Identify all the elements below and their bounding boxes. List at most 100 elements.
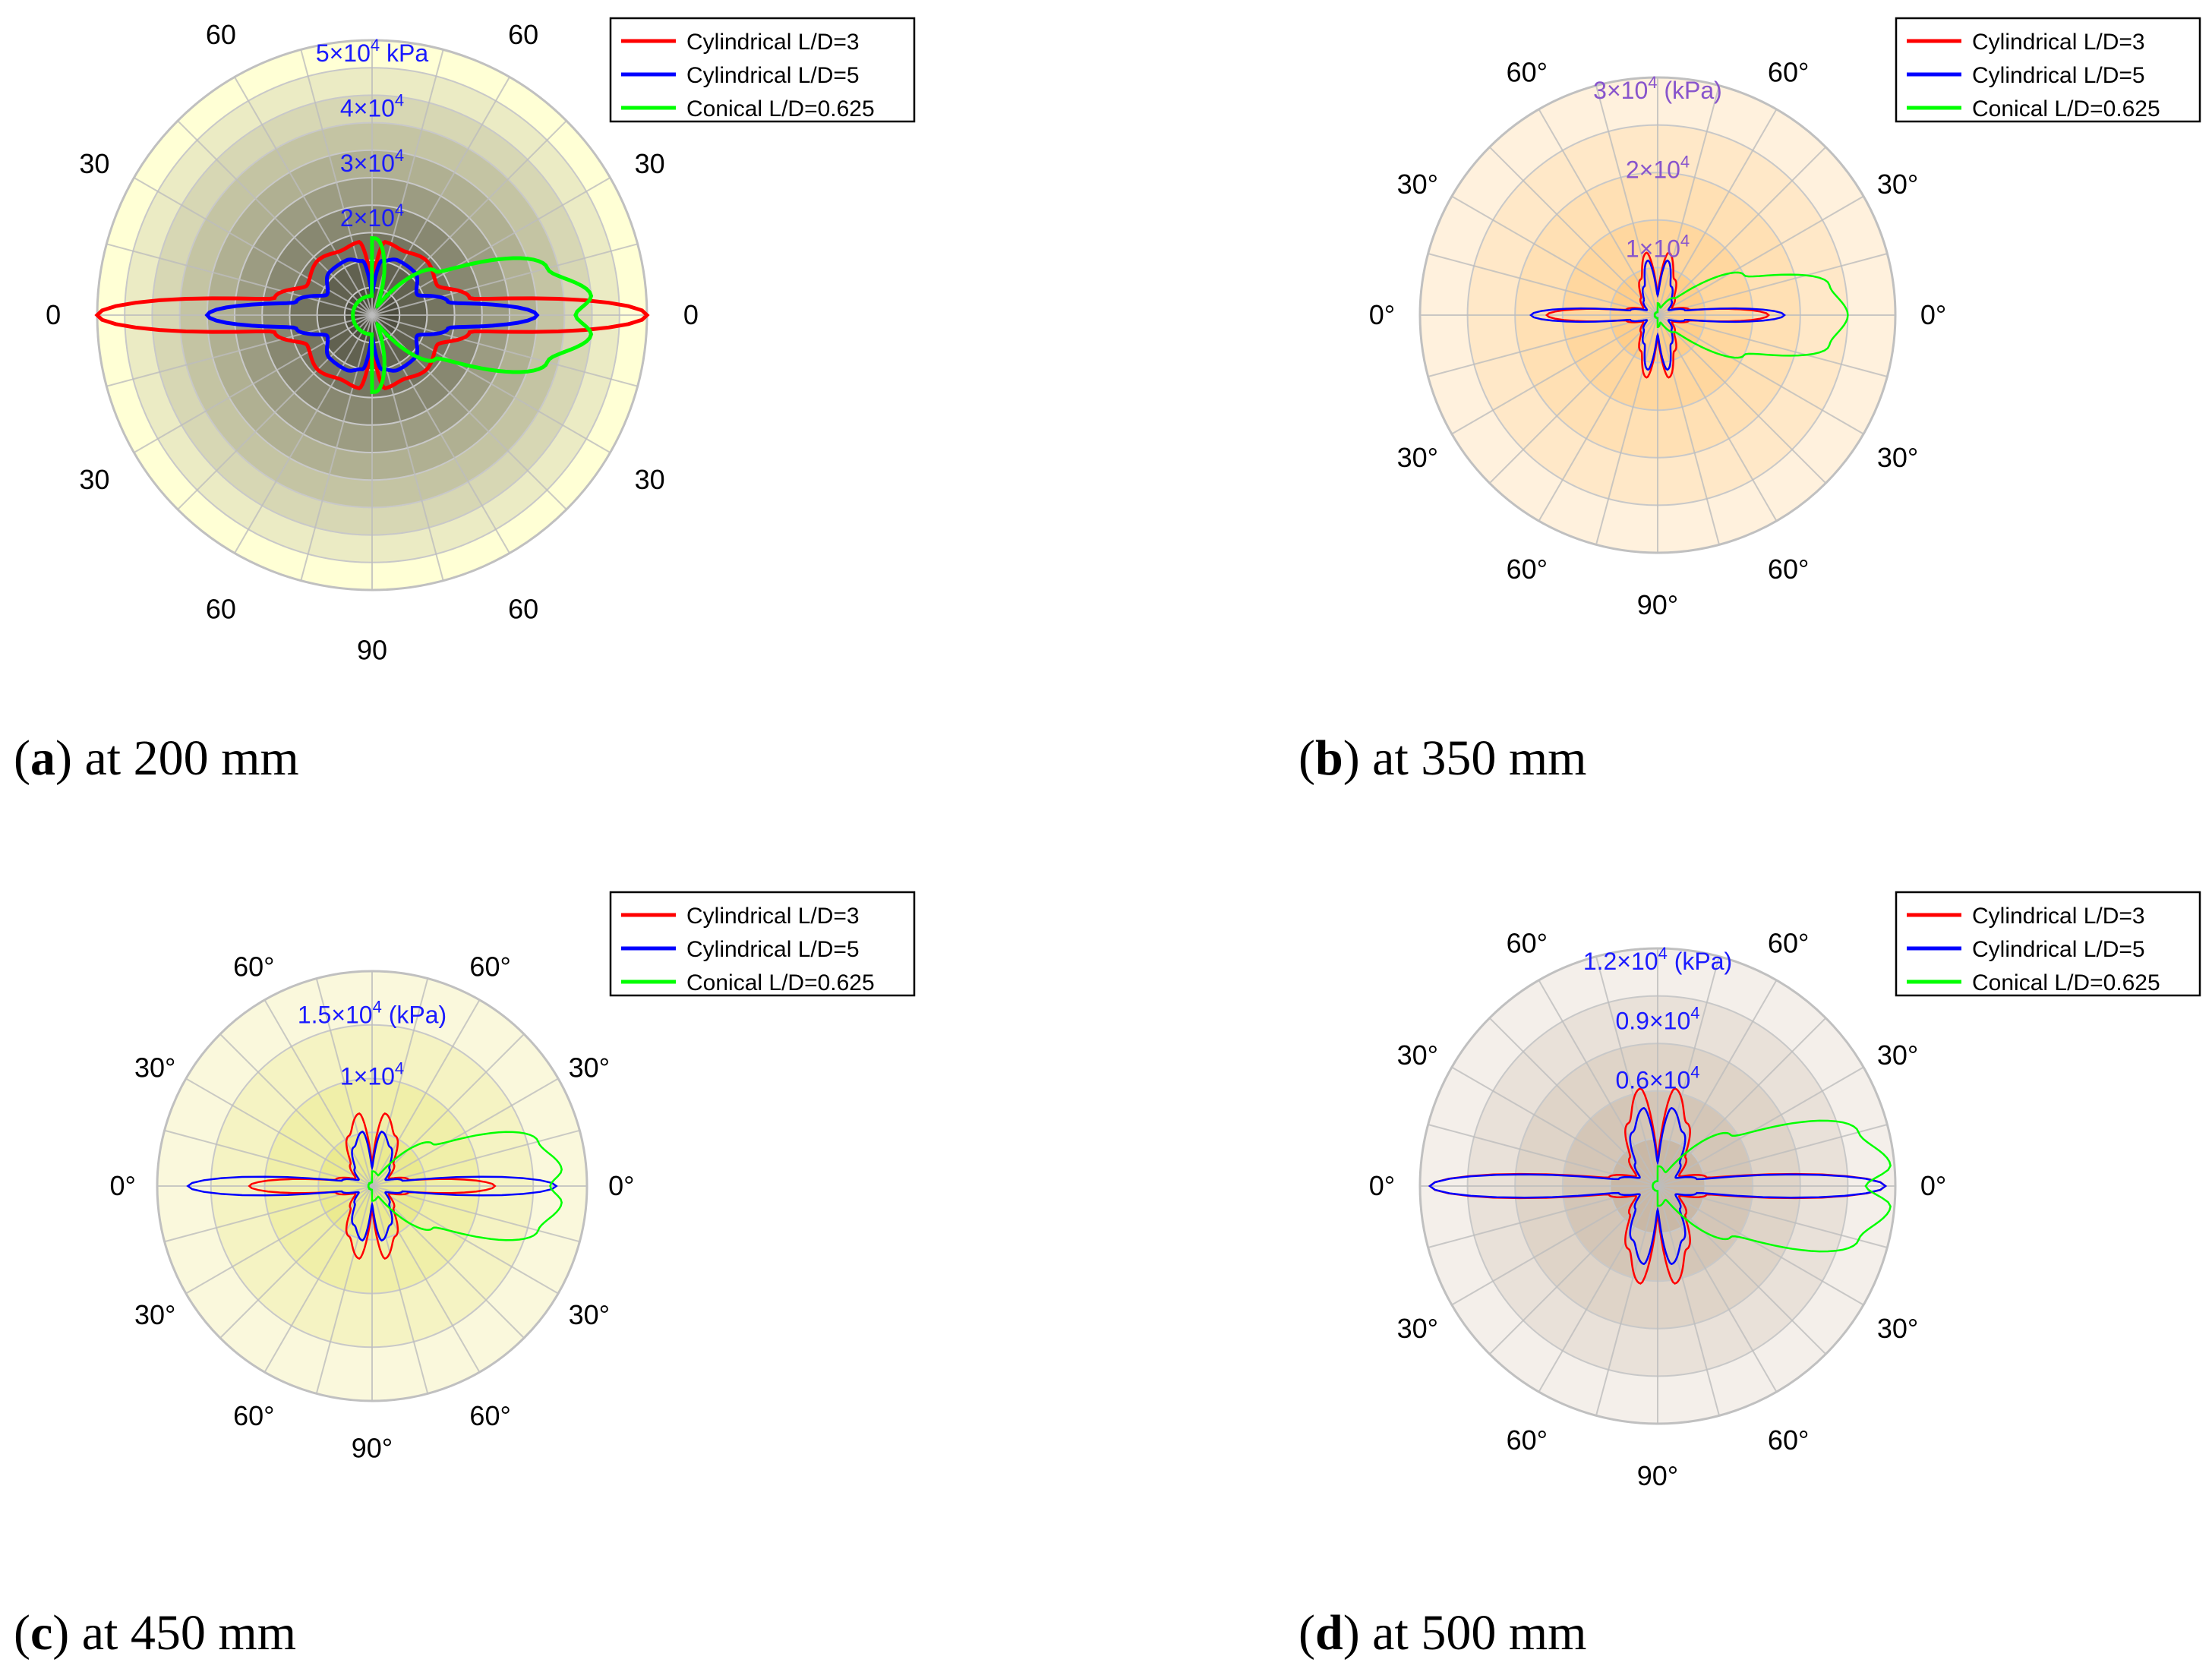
- legend-label-3: Conical L/D=0.625: [686, 96, 875, 121]
- panel-d: 60° 60° 30° 30° 0° 0° 30° 30° 60° 60° 90° 0.6×104 0.…: [1298, 891, 2201, 1661]
- polar-spoke: [1595, 1185, 1658, 1416]
- angle-label-top-left: 60°: [233, 951, 274, 982]
- angle-label-lower-right: 30°: [1877, 442, 1918, 473]
- angle-label-lower-left: 30°: [134, 1299, 175, 1330]
- polar-spoke: [1657, 314, 1778, 522]
- polar-spoke: [371, 1185, 481, 1373]
- polar-spoke: [300, 49, 373, 316]
- polar-spoke: [371, 1033, 525, 1187]
- panel-b: 60° 60° 30° 30° 0° 0° 30° 30° 60° 60° 90° 1×104 2×10…: [1298, 17, 2201, 786]
- angle-label-top-right: 60: [508, 19, 538, 50]
- series-line-3: [351, 235, 594, 395]
- polar-spoke: [106, 314, 373, 387]
- angle-label-bottom-right: 60: [508, 593, 538, 624]
- polar-spoke: [1451, 314, 1658, 435]
- legend-label-2: Cylindrical L/D=5: [1972, 937, 2145, 962]
- series-line-3: [367, 1131, 563, 1241]
- polar-spoke: [1657, 314, 1888, 377]
- legend-label-2: Cylindrical L/D=5: [686, 937, 860, 962]
- angle-label-lower-left: 30°: [1397, 1313, 1438, 1344]
- panel-caption: (b) at 350 mm: [1298, 730, 1587, 786]
- angle-label-right: 0: [683, 299, 699, 330]
- polar-spoke: [1595, 85, 1658, 316]
- polar-spoke: [371, 999, 481, 1187]
- angle-label-right: 0°: [1920, 299, 1946, 330]
- angle-label-lower-right: 30°: [1877, 1313, 1918, 1344]
- legend-box: [1895, 17, 2201, 123]
- radial-tick-label: 1.2×104 (kPa): [1583, 944, 1732, 975]
- polar-spoke: [106, 243, 373, 316]
- angle-label-upper-right: 30°: [1877, 169, 1918, 200]
- angle-label-bottom-left: 60°: [233, 1400, 274, 1431]
- polar-spoke: [1657, 314, 1827, 484]
- polar-spoke: [371, 1185, 580, 1243]
- polar-spoke: [371, 177, 611, 316]
- legend-box: [609, 17, 916, 123]
- angle-label-top-left: 60°: [1507, 928, 1548, 959]
- panel-a: 60 60 30 30 0 0 30 30 60 60 90 2×104 3×104 4×104 5×104…: [14, 17, 916, 786]
- series-line-2: [204, 257, 540, 373]
- polar-spoke: [219, 1033, 373, 1187]
- polar-spoke: [177, 120, 373, 316]
- polar-spoke: [1428, 314, 1658, 377]
- polar-spoke: [1657, 85, 1720, 316]
- radial-tick-label: 1×104: [1626, 232, 1690, 263]
- polar-spoke: [1657, 314, 1864, 435]
- angle-label-upper-left: 30°: [1397, 169, 1438, 200]
- angle-label-bottom: 90°: [1637, 589, 1678, 620]
- polar-spoke: [371, 1185, 429, 1394]
- panel-caption: (a) at 200 mm: [14, 730, 299, 786]
- polar-spoke: [1488, 146, 1658, 316]
- panel-caption: (d) at 500 mm: [1298, 1605, 1587, 1661]
- radial-tick-label: 2×104: [1626, 152, 1690, 183]
- polar-spoke: [1538, 1185, 1658, 1393]
- angle-label-upper-right: 30: [635, 148, 665, 179]
- angle-label-right: 0°: [1920, 1170, 1946, 1201]
- polar-spoke: [234, 76, 373, 316]
- polar-spoke: [1595, 956, 1658, 1187]
- angle-label-bottom: 90: [357, 635, 387, 666]
- angle-label-top-left: 60: [206, 19, 236, 50]
- angle-label-left: 0°: [110, 1170, 136, 1201]
- series-line-1: [94, 240, 650, 390]
- polar-spoke: [371, 1129, 580, 1187]
- angle-label-lower-right: 30°: [569, 1299, 610, 1330]
- legend-label-3: Conical L/D=0.625: [1972, 96, 2160, 121]
- angle-label-bottom: 90°: [1637, 1460, 1678, 1491]
- angle-label-bottom-left: 60: [206, 593, 236, 624]
- legend-label-1: Cylindrical L/D=3: [1972, 904, 2145, 929]
- series-line-2: [1529, 259, 1786, 371]
- series-line-3: [1652, 1119, 1892, 1253]
- polar-spoke: [1538, 980, 1658, 1187]
- polar-spoke: [371, 314, 638, 387]
- legend-label-1: Cylindrical L/D=3: [686, 904, 860, 929]
- polar-spoke: [1451, 1066, 1658, 1187]
- panel-caption: (c) at 450 mm: [14, 1605, 296, 1661]
- polar-spoke: [371, 978, 429, 1187]
- angle-label-lower-left: 30: [79, 464, 109, 495]
- polar-spoke: [300, 314, 373, 581]
- polar-spoke: [177, 314, 373, 510]
- polar-spoke: [263, 1185, 373, 1373]
- polar-spoke: [371, 1185, 525, 1339]
- legend-label-1: Cylindrical L/D=3: [1972, 30, 2145, 55]
- legend-label-1: Cylindrical L/D=3: [686, 30, 860, 55]
- polar-spoke: [315, 978, 373, 1187]
- polar-spoke: [1488, 314, 1658, 484]
- polar-spoke: [371, 314, 611, 453]
- polar-spoke: [185, 1185, 373, 1295]
- angle-label-top-left: 60°: [1507, 57, 1548, 88]
- panel-c: 60° 60° 30° 30° 0° 0° 30° 30° 60° 60° 90° 1×104 1.5×…: [14, 891, 916, 1661]
- legend-label-3: Conical L/D=0.625: [1972, 970, 2160, 995]
- polar-spoke: [1428, 253, 1658, 316]
- angle-label-bottom-right: 60°: [1768, 554, 1809, 585]
- angle-label-bottom: 90°: [352, 1432, 393, 1463]
- radial-tick-label: 0.9×104: [1615, 1003, 1699, 1034]
- radial-tick-label: 1×104: [340, 1058, 404, 1090]
- angle-label-top-right: 60°: [1768, 928, 1809, 959]
- radial-tick-label: 3×104: [340, 146, 404, 177]
- radial-tick-label: 3×104 (kPa): [1593, 73, 1722, 104]
- polar-spoke: [1657, 195, 1864, 316]
- polar-spoke: [1657, 1185, 1778, 1393]
- polar-spoke: [263, 999, 373, 1187]
